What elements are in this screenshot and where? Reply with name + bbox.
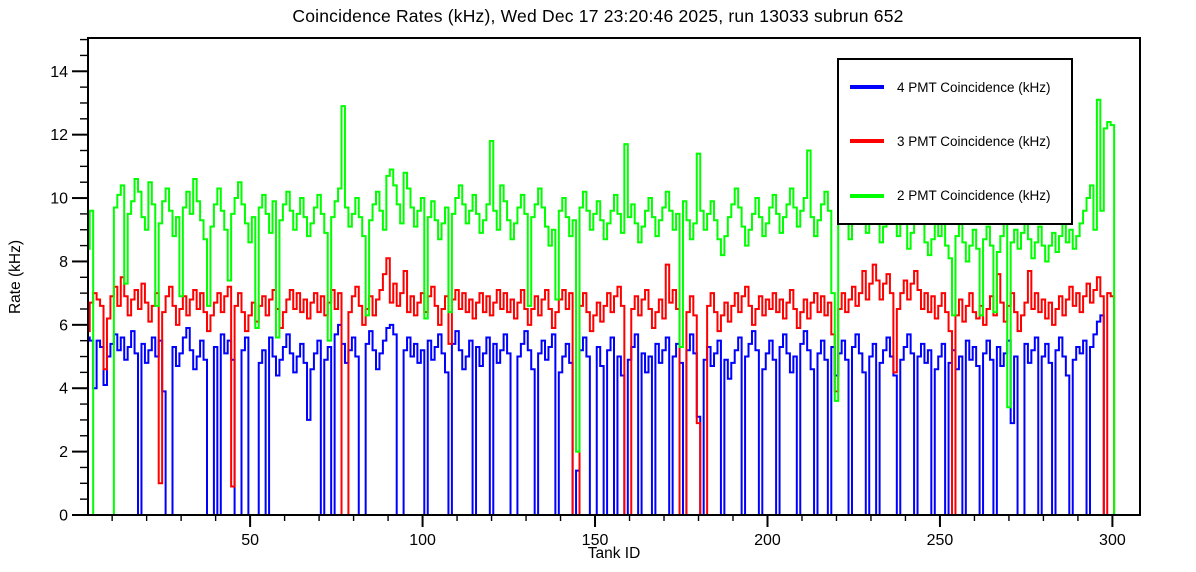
x-axis-tick-label: 50 [241,532,259,549]
y-axis-title: Rate (kHz) [7,239,24,315]
plot-frame [87,37,1141,516]
x-axis-tick-label: 100 [409,532,436,549]
y-axis-tick-label: 10 [50,191,68,208]
legend-label-3pmt: 3 PMT Coincidence (kHz) [897,133,1051,149]
legend-swatch-3pmt [850,139,884,144]
y-axis-tick-label: 12 [50,127,68,144]
legend-label-2pmt: 2 PMT Coincidence (kHz) [897,188,1051,204]
legend-swatch-2pmt [850,193,884,198]
legend-swatch-4pmt [850,85,884,90]
y-axis-tick-label: 6 [59,317,68,334]
legend-entry-2pmt: 2 PMT Coincidence (kHz) [839,188,1071,203]
legend-label-4pmt: 4 PMT Coincidence (kHz) [897,79,1051,95]
series-path-4pmt [88,314,1132,516]
x-axis-tick-label: 300 [1099,532,1126,549]
chart-title: Coincidence Rates (kHz), Wed Dec 17 23:2… [292,6,904,26]
legend-entry-4pmt: 4 PMT Coincidence (kHz) [839,80,1071,95]
x-axis-tick-label: 150 [582,532,609,549]
y-axis-tick-label: 2 [59,444,68,461]
series-path-2pmt [88,98,1132,516]
legend: 4 PMT Coincidence (kHz) 3 PMT Coincidenc… [837,58,1073,225]
x-axis-tick-label: 250 [927,532,954,549]
series-path-3pmt [88,257,1132,516]
legend-entry-3pmt: 3 PMT Coincidence (kHz) [839,134,1071,149]
x-axis-title: Tank ID [587,545,641,562]
y-axis-tick-label: 14 [50,64,68,81]
y-axis-tick-label: 8 [59,254,68,271]
y-axis-tick-label: 0 [59,508,68,525]
y-axis-tick-label: 4 [59,381,68,398]
x-axis-tick-label: 200 [754,532,781,549]
